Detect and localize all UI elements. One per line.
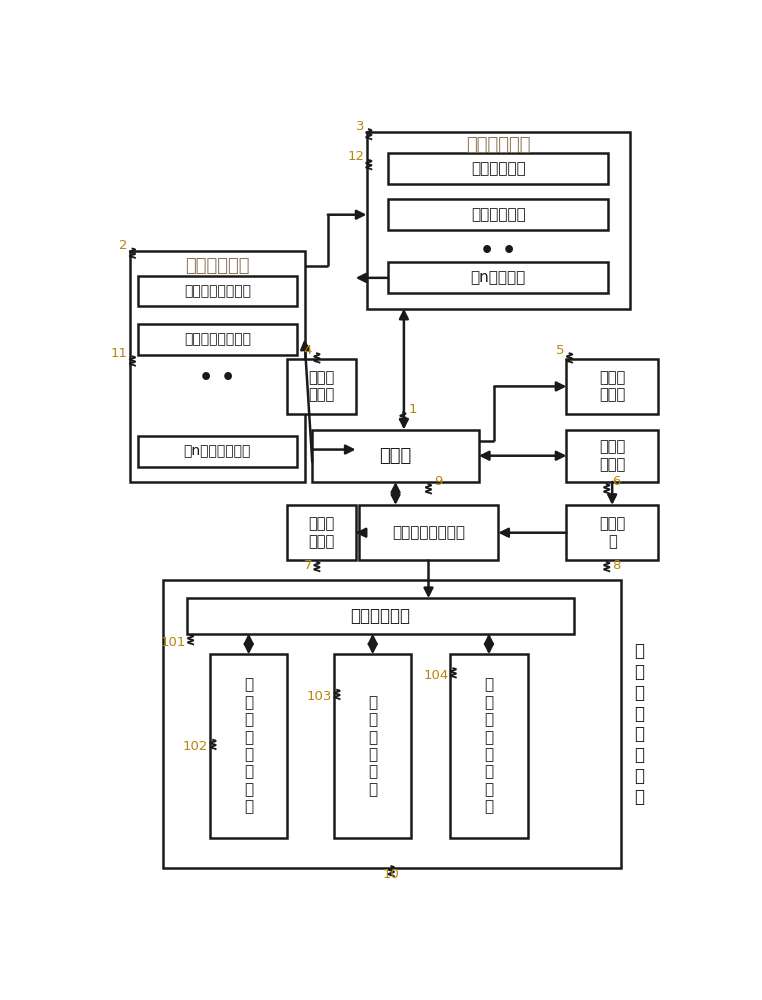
Bar — [388, 262, 608, 293]
Text: • •: • • — [480, 241, 517, 261]
Text: 系
统
管
理
模
块: 系 统 管 理 模 块 — [368, 695, 377, 797]
Text: 2: 2 — [120, 239, 128, 252]
Text: 104: 104 — [424, 669, 449, 682]
Text: 102: 102 — [183, 740, 208, 753]
Bar — [138, 276, 296, 306]
Text: 用
户
登
录
认
证
模
块: 用 户 登 录 认 证 模 块 — [244, 678, 253, 814]
Bar — [566, 430, 658, 482]
Text: 开关电
源: 开关电 源 — [599, 517, 626, 549]
Bar — [367, 132, 630, 309]
Text: 第n电流采集模块: 第n电流采集模块 — [184, 444, 251, 458]
Bar — [566, 505, 658, 560]
Text: 9: 9 — [434, 475, 442, 488]
Text: 1: 1 — [408, 403, 417, 416]
Text: 11: 11 — [110, 347, 128, 360]
Bar — [187, 598, 575, 634]
Text: 10: 10 — [383, 868, 400, 881]
Text: 第二电流采集模块: 第二电流采集模块 — [184, 332, 251, 346]
Text: 12: 12 — [347, 150, 364, 163]
Text: 6: 6 — [612, 475, 620, 488]
Text: 安全报
警模块: 安全报 警模块 — [309, 517, 335, 549]
Text: 单片机: 单片机 — [379, 447, 411, 465]
Text: 电流采集单元: 电流采集单元 — [185, 257, 250, 275]
Text: 103: 103 — [307, 690, 332, 703]
Text: 远程数据传输模块: 远程数据传输模块 — [392, 525, 465, 540]
Text: 第二列队模块: 第二列队模块 — [471, 207, 526, 222]
Text: 第一列队模块: 第一列队模块 — [471, 161, 526, 176]
Bar — [334, 654, 411, 838]
Text: 故障追
踪单元: 故障追 踪单元 — [599, 440, 626, 472]
Bar — [287, 505, 356, 560]
Text: 无线通讯模块: 无线通讯模块 — [351, 607, 411, 625]
Text: 3: 3 — [356, 120, 364, 133]
Text: • •: • • — [199, 368, 235, 388]
Text: 8: 8 — [612, 559, 620, 572]
Text: 第n列队模块: 第n列队模块 — [471, 270, 526, 285]
Text: 第一电流采集模块: 第一电流采集模块 — [184, 284, 251, 298]
Text: 4: 4 — [304, 344, 312, 357]
Text: 7: 7 — [304, 559, 312, 572]
Bar — [138, 324, 296, 355]
Bar — [388, 199, 608, 230]
Bar — [130, 251, 305, 482]
Bar — [388, 153, 608, 184]
Text: 5: 5 — [556, 344, 565, 357]
Text: 危
险
数
据
警
示
模
块: 危 险 数 据 警 示 模 块 — [485, 678, 494, 814]
Text: 用户交
互终端: 用户交 互终端 — [309, 370, 335, 403]
Text: 101: 101 — [161, 636, 186, 649]
Bar — [450, 654, 528, 838]
Bar — [312, 430, 479, 482]
Text: 故障识
别单元: 故障识 别单元 — [599, 370, 626, 403]
Bar — [359, 505, 498, 560]
Bar — [287, 359, 356, 414]
Text: 用
户
远
程
交
互
终
端: 用 户 远 程 交 互 终 端 — [634, 642, 645, 806]
Bar — [566, 359, 658, 414]
Text: 数据列队单元: 数据列队单元 — [466, 136, 530, 154]
Bar — [164, 580, 621, 868]
Bar — [210, 654, 287, 838]
Bar — [138, 436, 296, 466]
